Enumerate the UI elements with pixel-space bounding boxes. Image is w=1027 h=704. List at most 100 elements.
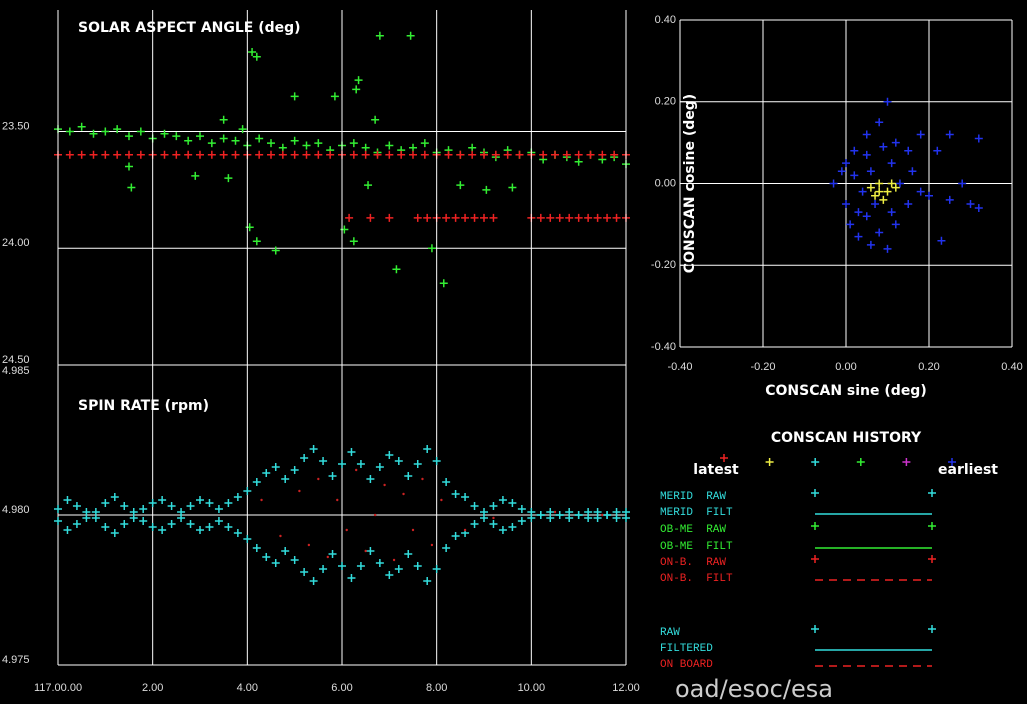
point bbox=[129, 508, 138, 516]
point bbox=[879, 195, 888, 204]
point bbox=[300, 454, 309, 462]
point bbox=[349, 139, 358, 148]
point bbox=[366, 213, 375, 222]
point bbox=[854, 232, 863, 241]
point bbox=[503, 150, 512, 159]
point bbox=[281, 475, 290, 483]
point bbox=[54, 505, 62, 513]
point bbox=[347, 448, 356, 456]
point bbox=[555, 511, 564, 519]
point bbox=[584, 514, 593, 522]
point bbox=[974, 134, 983, 143]
history-symbol bbox=[902, 458, 911, 466]
point bbox=[252, 478, 261, 486]
point bbox=[451, 532, 460, 540]
point bbox=[252, 237, 261, 246]
point bbox=[375, 559, 384, 567]
legend-label: OB-ME FILT bbox=[660, 541, 733, 553]
point bbox=[539, 150, 548, 159]
point bbox=[421, 477, 424, 481]
point bbox=[862, 212, 871, 221]
point bbox=[498, 526, 507, 534]
point bbox=[77, 122, 86, 131]
point bbox=[354, 76, 363, 85]
point bbox=[515, 150, 524, 159]
point bbox=[891, 220, 900, 229]
point bbox=[610, 150, 619, 159]
point bbox=[565, 213, 574, 222]
point bbox=[260, 498, 263, 502]
point bbox=[279, 534, 282, 538]
point bbox=[385, 451, 394, 459]
point bbox=[219, 150, 228, 159]
point bbox=[603, 213, 612, 222]
point bbox=[214, 517, 223, 525]
point bbox=[440, 498, 443, 502]
point bbox=[267, 139, 275, 148]
x-tick-label: 10.00 bbox=[518, 682, 546, 694]
legend-symbol bbox=[811, 522, 819, 530]
point bbox=[517, 517, 526, 525]
point bbox=[361, 150, 370, 159]
point bbox=[172, 150, 181, 159]
point bbox=[470, 520, 479, 528]
point bbox=[586, 150, 595, 159]
point bbox=[601, 513, 604, 517]
point bbox=[850, 171, 859, 180]
point bbox=[603, 511, 612, 519]
point bbox=[491, 150, 500, 159]
y-tick-label: 4.975 bbox=[2, 654, 30, 666]
point bbox=[160, 150, 169, 159]
point bbox=[302, 150, 311, 159]
point bbox=[243, 487, 252, 495]
point bbox=[371, 115, 380, 124]
x-tick-label: 8.00 bbox=[426, 682, 447, 694]
point bbox=[326, 555, 329, 559]
point bbox=[945, 195, 954, 204]
point bbox=[565, 508, 574, 516]
point bbox=[307, 543, 311, 547]
point bbox=[593, 213, 602, 222]
point bbox=[120, 520, 129, 528]
point bbox=[262, 553, 271, 561]
y-tick-label: 0.20 bbox=[655, 96, 676, 108]
point bbox=[290, 150, 299, 159]
point bbox=[136, 127, 145, 136]
point bbox=[338, 562, 346, 570]
point bbox=[238, 125, 247, 134]
point bbox=[127, 183, 136, 192]
point bbox=[879, 142, 888, 151]
point bbox=[461, 493, 470, 501]
point bbox=[63, 526, 72, 534]
point bbox=[451, 490, 460, 498]
point bbox=[252, 52, 261, 61]
point bbox=[392, 558, 396, 562]
point bbox=[461, 213, 470, 222]
legend-label: MERID RAW bbox=[660, 491, 726, 503]
y-tick-label: 24.00 bbox=[2, 237, 30, 249]
point bbox=[517, 505, 526, 513]
point bbox=[482, 185, 491, 194]
point bbox=[255, 150, 264, 159]
point bbox=[252, 544, 261, 552]
point bbox=[326, 150, 335, 159]
point bbox=[271, 246, 280, 255]
point bbox=[110, 529, 119, 537]
point bbox=[432, 565, 441, 573]
point bbox=[974, 204, 983, 213]
point bbox=[290, 466, 299, 474]
point bbox=[854, 208, 863, 217]
point bbox=[866, 183, 875, 192]
point bbox=[489, 502, 498, 510]
point bbox=[186, 502, 195, 510]
point bbox=[891, 183, 900, 192]
point bbox=[281, 547, 290, 555]
point bbox=[442, 544, 451, 552]
point bbox=[397, 150, 406, 159]
legend-label: FILTERED bbox=[660, 643, 713, 655]
point bbox=[113, 150, 122, 159]
point bbox=[290, 92, 299, 101]
point bbox=[356, 562, 365, 570]
earliest-label: earliest bbox=[938, 462, 998, 478]
